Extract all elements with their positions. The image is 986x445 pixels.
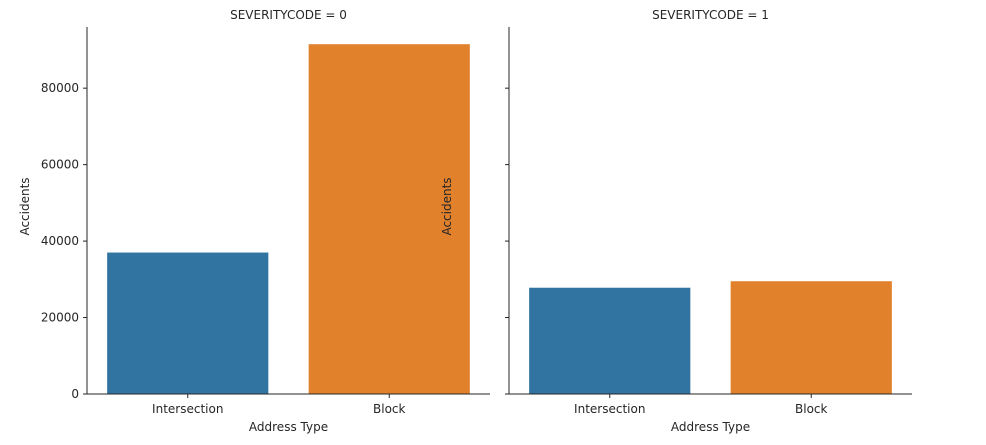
panel-title: SEVERITYCODE = 0 xyxy=(230,8,347,22)
y-tick-label: 60000 xyxy=(41,158,79,172)
y-axis-label: Accidents xyxy=(18,177,32,235)
y-axis-label: Accidents xyxy=(440,177,454,235)
panel-title: SEVERITYCODE = 1 xyxy=(652,8,769,22)
x-tick-label: Block xyxy=(373,402,406,416)
x-axis-label: Address Type xyxy=(249,420,328,434)
y-tick-label: 0 xyxy=(71,387,79,401)
x-tick-label: Block xyxy=(795,402,828,416)
facet-panel-severity-1: SEVERITYCODE = 1 Intersection Block Address… xyxy=(440,8,912,434)
y-tick-label: 40000 xyxy=(41,234,79,248)
x-tick-label: Intersection xyxy=(152,402,223,416)
y-tick-label: 20000 xyxy=(41,311,79,325)
bar-intersection xyxy=(529,287,691,394)
facet-panel-severity-0: SEVERITYCODE = 0 0 20000 40000 60000 80000 Int… xyxy=(18,8,490,434)
bar-block xyxy=(308,44,470,394)
x-tick-label: Intersection xyxy=(574,402,645,416)
bar-intersection xyxy=(107,252,269,394)
bar-block xyxy=(730,281,892,394)
x-axis-label: Address Type xyxy=(671,420,750,434)
y-tick-label: 80000 xyxy=(41,81,79,95)
